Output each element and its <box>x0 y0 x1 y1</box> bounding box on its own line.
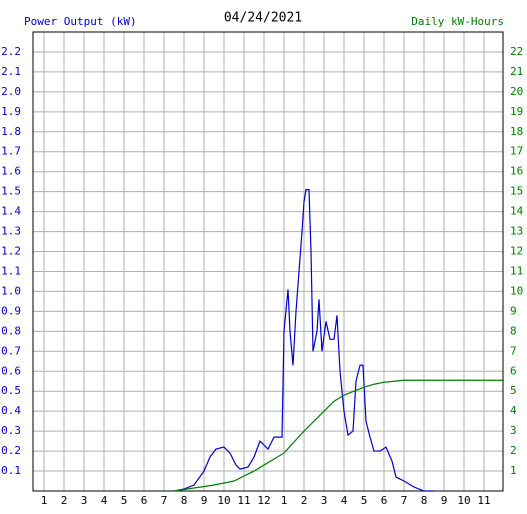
y-tick-label: 0.7 <box>1 344 21 357</box>
y-tick-label: 2.0 <box>1 85 21 98</box>
x-tick-label: 7 <box>401 494 408 507</box>
y-tick-label: 0.5 <box>1 384 21 397</box>
y2-tick-label: 12 <box>510 245 523 258</box>
y-tick-label: 1.8 <box>1 125 21 138</box>
y-tick-label: 1.4 <box>1 205 21 218</box>
y2-tick-label: 2 <box>510 444 517 457</box>
y-tick-label: 1.1 <box>1 264 21 277</box>
y2-tick-label: 14 <box>510 205 524 218</box>
y2-tick-label: 7 <box>510 344 517 357</box>
y2-tick-label: 13 <box>510 225 523 238</box>
x-tick-label: 10 <box>457 494 470 507</box>
y2-tick-label: 18 <box>510 125 523 138</box>
x-tick-label: 3 <box>321 494 328 507</box>
y2-tick-label: 3 <box>510 424 517 437</box>
y2-tick-label: 5 <box>510 384 517 397</box>
x-tick-label: 3 <box>81 494 88 507</box>
y-tick-label: 0.9 <box>1 304 21 317</box>
x-tick-label: 4 <box>101 494 108 507</box>
y-tick-label: 1.6 <box>1 165 21 178</box>
x-tick-label: 8 <box>181 494 188 507</box>
x-tick-label: 11 <box>237 494 250 507</box>
y2-tick-label: 17 <box>510 145 523 158</box>
y-tick-label: 2.2 <box>1 45 21 58</box>
y2-tick-label: 19 <box>510 105 523 118</box>
y-tick-label: 1.3 <box>1 225 21 238</box>
y-tick-label: 0.6 <box>1 364 21 377</box>
y2-tick-label: 4 <box>510 404 517 417</box>
x-tick-label: 6 <box>381 494 388 507</box>
x-tick-label: 10 <box>217 494 230 507</box>
x-tick-label: 2 <box>301 494 308 507</box>
x-tick-label: 8 <box>421 494 428 507</box>
y-tick-label: 1.2 <box>1 245 21 258</box>
y2-axis-label: Daily kW-Hours <box>411 15 504 28</box>
y2-tick-label: 15 <box>510 185 523 198</box>
plot-border <box>32 31 504 492</box>
y-tick-label: 0.2 <box>1 444 21 457</box>
y-tick-label: 1.9 <box>1 105 21 118</box>
x-tick-label: 9 <box>441 494 448 507</box>
x-tick-label: 9 <box>201 494 208 507</box>
y-tick-label: 0.1 <box>1 464 21 477</box>
x-tick-label: 6 <box>141 494 148 507</box>
y-tick-label: 2.1 <box>1 65 21 78</box>
y2-tick-label: 21 <box>510 65 523 78</box>
y2-tick-label: 20 <box>510 85 523 98</box>
y2-tick-label: 1 <box>510 464 517 477</box>
x-tick-label: 7 <box>161 494 168 507</box>
y-tick-label: 0.4 <box>1 404 21 417</box>
y-axis-label: Power Output (kW) <box>24 15 137 28</box>
x-tick-label: 5 <box>121 494 128 507</box>
x-tick-label: 2 <box>61 494 68 507</box>
x-tick-label: 1 <box>41 494 48 507</box>
chart-title: 04/24/2021 <box>224 11 302 26</box>
y2-tick-label: 6 <box>510 364 517 377</box>
y-tick-label: 1.7 <box>1 145 21 158</box>
y-tick-label: 0.3 <box>1 424 21 437</box>
y2-tick-label: 8 <box>510 324 517 337</box>
y-tick-label: 1.0 <box>1 284 21 297</box>
x-tick-label: 5 <box>361 494 368 507</box>
x-tick-label: 4 <box>341 494 348 507</box>
y2-tick-label: 22 <box>510 45 523 58</box>
data-line <box>173 189 434 492</box>
data-line <box>173 379 504 492</box>
y2-tick-label: 16 <box>510 165 523 178</box>
x-tick-label: 12 <box>257 494 270 507</box>
y2-tick-label: 9 <box>510 304 517 317</box>
y-tick-label: 0.8 <box>1 324 21 337</box>
x-tick-label: 1 <box>281 494 288 507</box>
y2-tick-label: 11 <box>510 264 523 277</box>
y-tick-label: 1.5 <box>1 185 21 198</box>
y2-tick-label: 10 <box>510 284 523 297</box>
x-tick-label: 11 <box>477 494 490 507</box>
